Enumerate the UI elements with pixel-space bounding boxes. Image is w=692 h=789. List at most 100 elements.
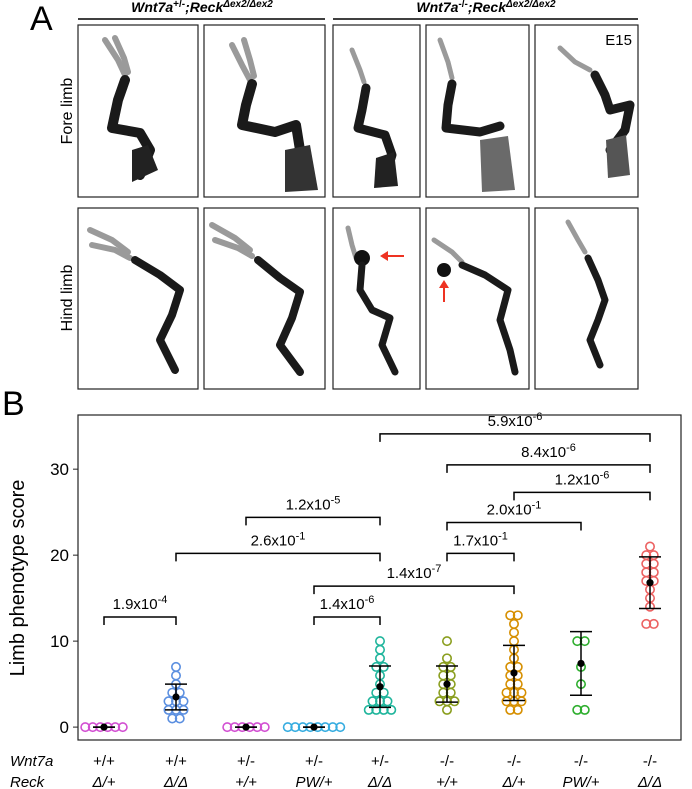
data-point — [363, 704, 374, 715]
data-point — [290, 722, 301, 733]
x-tick-label: Δ/Δ — [163, 774, 188, 789]
y-tick-label: 20 — [50, 546, 69, 565]
p-value-exp: -6 — [600, 469, 610, 481]
p-value: 1.4x10-7 — [387, 563, 442, 582]
data-point — [259, 722, 270, 733]
data-point — [441, 653, 452, 664]
p-value-exp: -6 — [566, 442, 576, 454]
x-tick-label: Δ/Δ — [637, 774, 662, 789]
image-frame — [534, 207, 639, 390]
p-value-exp: -6 — [365, 594, 375, 606]
data-point — [441, 704, 452, 715]
x-tick-label: -/- — [440, 753, 454, 770]
data-point — [378, 704, 389, 715]
y-tick-label: 30 — [50, 460, 69, 479]
data-point — [505, 704, 516, 715]
mean-point — [310, 723, 318, 731]
data-point — [171, 661, 182, 672]
p-value: 5.9x10-6 — [488, 411, 543, 430]
column-header: Wnt7a+/-;ReckΔex2/Δex2 — [131, 0, 273, 15]
arrow-head — [380, 251, 388, 261]
p-value-base: 2.0x10 — [487, 501, 532, 518]
p-value: 2.6x10-1 — [251, 530, 306, 549]
x-tick-label: Δ/+ — [502, 774, 526, 789]
data-point — [579, 704, 590, 715]
row-label: Wnt7a — [10, 753, 53, 770]
x-tick-label: +/+ — [436, 774, 458, 789]
p-value: 2.0x10-1 — [487, 499, 542, 518]
row-label: Fore limb — [59, 78, 76, 145]
arrow-head — [439, 280, 449, 288]
data-point — [441, 636, 452, 647]
x-tick-label: +/- — [305, 753, 323, 770]
data-point — [505, 610, 516, 621]
p-value-exp: -6 — [533, 411, 543, 423]
data-point — [434, 696, 445, 707]
p-value-exp: -7 — [432, 563, 442, 575]
data-point — [178, 696, 189, 707]
data-point — [508, 636, 519, 647]
x-tick-label: -/- — [507, 753, 521, 770]
data-point — [501, 687, 512, 698]
y-tick-label: 10 — [50, 632, 69, 651]
column-header: Wnt7a-/-;ReckΔex2/Δex2 — [416, 0, 556, 15]
x-tick-label: +/+ — [235, 774, 257, 789]
image-frame — [332, 207, 421, 390]
row-label: Reck — [10, 774, 46, 789]
plot-frame — [77, 414, 682, 741]
row-label: Hind limb — [59, 265, 76, 332]
gene: ;Reck — [468, 0, 507, 15]
data-point — [335, 722, 346, 733]
comparison-bracket — [175, 552, 381, 562]
x-tick-label: +/- — [371, 753, 389, 770]
mean-point — [443, 680, 451, 688]
mean-point — [510, 669, 518, 677]
data-point — [327, 722, 338, 733]
comparison-bracket — [513, 491, 651, 501]
data-point — [648, 618, 659, 629]
x-tick-label: PW/+ — [295, 774, 332, 789]
data-point — [508, 627, 519, 638]
comparison-bracket — [446, 552, 515, 562]
mean-point — [577, 659, 585, 668]
data-point — [167, 713, 178, 724]
comparison-bracket — [103, 616, 177, 626]
data-point — [171, 670, 182, 681]
data-point — [282, 722, 293, 733]
data-point — [374, 636, 385, 647]
y-tick-label: 0 — [60, 718, 69, 737]
gene: Wnt7a — [416, 0, 458, 15]
data-point — [371, 704, 382, 715]
comparison-bracket — [446, 464, 651, 473]
data-point — [174, 713, 185, 724]
x-tick-label: +/- — [237, 753, 255, 770]
p-value-exp: -5 — [331, 494, 341, 506]
p-value: 8.4x10-6 — [521, 442, 576, 461]
data-point — [374, 644, 385, 655]
p-value-base: 8.4x10 — [521, 444, 566, 461]
data-point — [512, 610, 523, 621]
panel-label: B — [2, 385, 25, 423]
data-point — [117, 722, 128, 733]
p-value: 1.4x10-6 — [320, 594, 375, 613]
p-value-base: 1.2x10 — [555, 471, 600, 488]
comparison-bracket — [446, 521, 582, 531]
p-value-base: 2.6x10 — [251, 532, 296, 549]
x-tick-label: Δ/+ — [92, 774, 116, 789]
p-value-base: 1.2x10 — [286, 496, 331, 513]
data-point — [641, 618, 652, 629]
stage-label: E15 — [605, 32, 632, 49]
p-value-exp: -1 — [296, 530, 306, 542]
data-point — [386, 704, 397, 715]
mean-point — [100, 723, 108, 731]
data-point — [572, 704, 583, 715]
gene: Wnt7a — [131, 0, 173, 15]
p-value: 1.2x10-6 — [555, 469, 610, 488]
y-axis-label: Limb phenotype score — [7, 480, 29, 677]
x-tick-label: +/+ — [93, 753, 115, 770]
data-point — [449, 696, 460, 707]
comparison-bracket — [245, 516, 381, 526]
data-point — [516, 687, 527, 698]
gene-sup: -/- — [458, 0, 467, 10]
